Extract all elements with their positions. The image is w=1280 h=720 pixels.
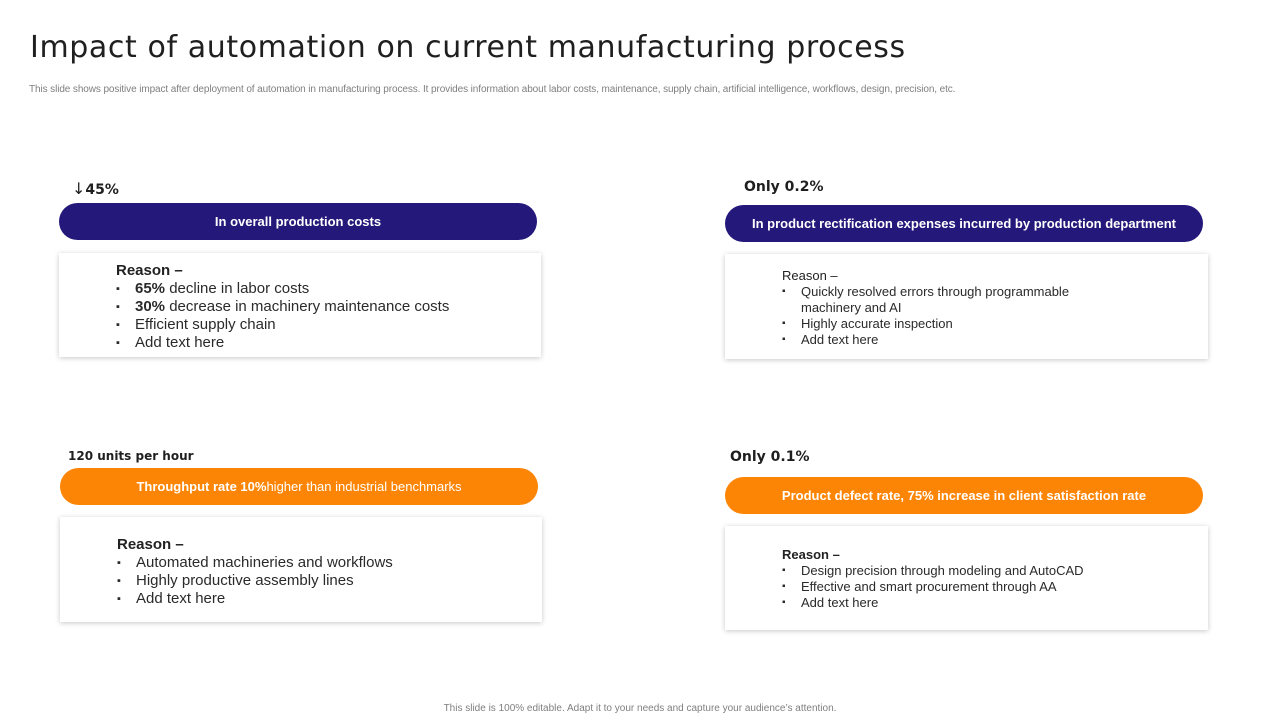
slide-subtitle: This slide shows positive impact after d… (29, 84, 956, 95)
pill-defect-rate: Product defect rate, 75% increase in cli… (725, 477, 1203, 514)
pill-label: Product defect rate, 75% increase in cli… (781, 488, 1147, 503)
reason-item: 65% decline in labor costs (116, 280, 449, 298)
reason-item: 30% decrease in machinery maintenance co… (116, 298, 449, 316)
reason-list: Automated machineries and workflows High… (117, 554, 393, 608)
reason-item: Quickly resolved errors through programm… (782, 284, 1091, 316)
pill-label: higher than industrial benchmarks (266, 479, 462, 494)
reason-item-text: Add text here (135, 334, 225, 351)
pill-production-costs: In overall production costs (59, 203, 537, 240)
reason-item: Add text here (117, 590, 393, 608)
reason-item: Efficient supply chain (116, 316, 449, 334)
reason-heading: Reason – (116, 262, 183, 279)
reason-item: Highly accurate inspection (782, 316, 1091, 332)
reason-item-text: decrease in machinery maintenance costs (165, 298, 450, 315)
pill-label-bold: Throughput rate 10% (136, 479, 267, 494)
reason-card-throughput: Reason – Automated machineries and workf… (60, 517, 542, 622)
down-arrow-icon: ↓ (72, 179, 86, 198)
stat-value: 45% (85, 182, 119, 198)
reason-list: Quickly resolved errors through programm… (782, 284, 1091, 348)
reason-item: Design precision through modeling and Au… (782, 563, 1084, 579)
pill-label: In product rectification expenses incurr… (751, 216, 1176, 231)
stat-throughput: 120 units per hour (68, 449, 194, 463)
reason-list: Design precision through modeling and Au… (782, 563, 1084, 611)
reason-card-rectification-expenses: Reason – Quickly resolved errors through… (725, 254, 1208, 359)
reason-item: Automated machineries and workflows (117, 554, 393, 572)
slide-title: Impact of automation on current manufact… (30, 30, 906, 65)
reason-item: Add text here (116, 334, 449, 352)
reason-list: 65% decline in labor costs 30% decrease … (116, 280, 449, 352)
reason-item-text: Efficient supply chain (135, 316, 276, 333)
reason-item: Add text here (782, 595, 1084, 611)
reason-card-production-costs: Reason – 65% decline in labor costs 30% … (59, 253, 541, 357)
reason-item: Highly productive assembly lines (117, 572, 393, 590)
reason-item-bold: 65% (135, 280, 166, 297)
slide-footer: This slide is 100% editable. Adapt it to… (443, 703, 837, 714)
stat-defect-rate: Only 0.1% (730, 449, 810, 465)
reason-heading: Reason – (117, 536, 184, 553)
reason-card-defect-rate: Reason – Design precision through modeli… (725, 526, 1208, 630)
stat-production-costs: ↓45% (72, 179, 119, 198)
pill-rectification-expenses: In product rectification expenses incurr… (725, 205, 1203, 242)
reason-item: Effective and smart procurement through … (782, 579, 1084, 595)
reason-heading: Reason – (782, 547, 840, 562)
pill-throughput: Throughput rate 10% higher than industri… (60, 468, 538, 505)
reason-item-bold: 30% (135, 298, 166, 315)
reason-heading: Reason – (782, 268, 838, 283)
reason-item-text: decline in labor costs (165, 280, 310, 297)
pill-label: In overall production costs (214, 214, 382, 229)
stat-rectification-expenses: Only 0.2% (744, 179, 824, 195)
reason-item: Add text here (782, 332, 1091, 348)
